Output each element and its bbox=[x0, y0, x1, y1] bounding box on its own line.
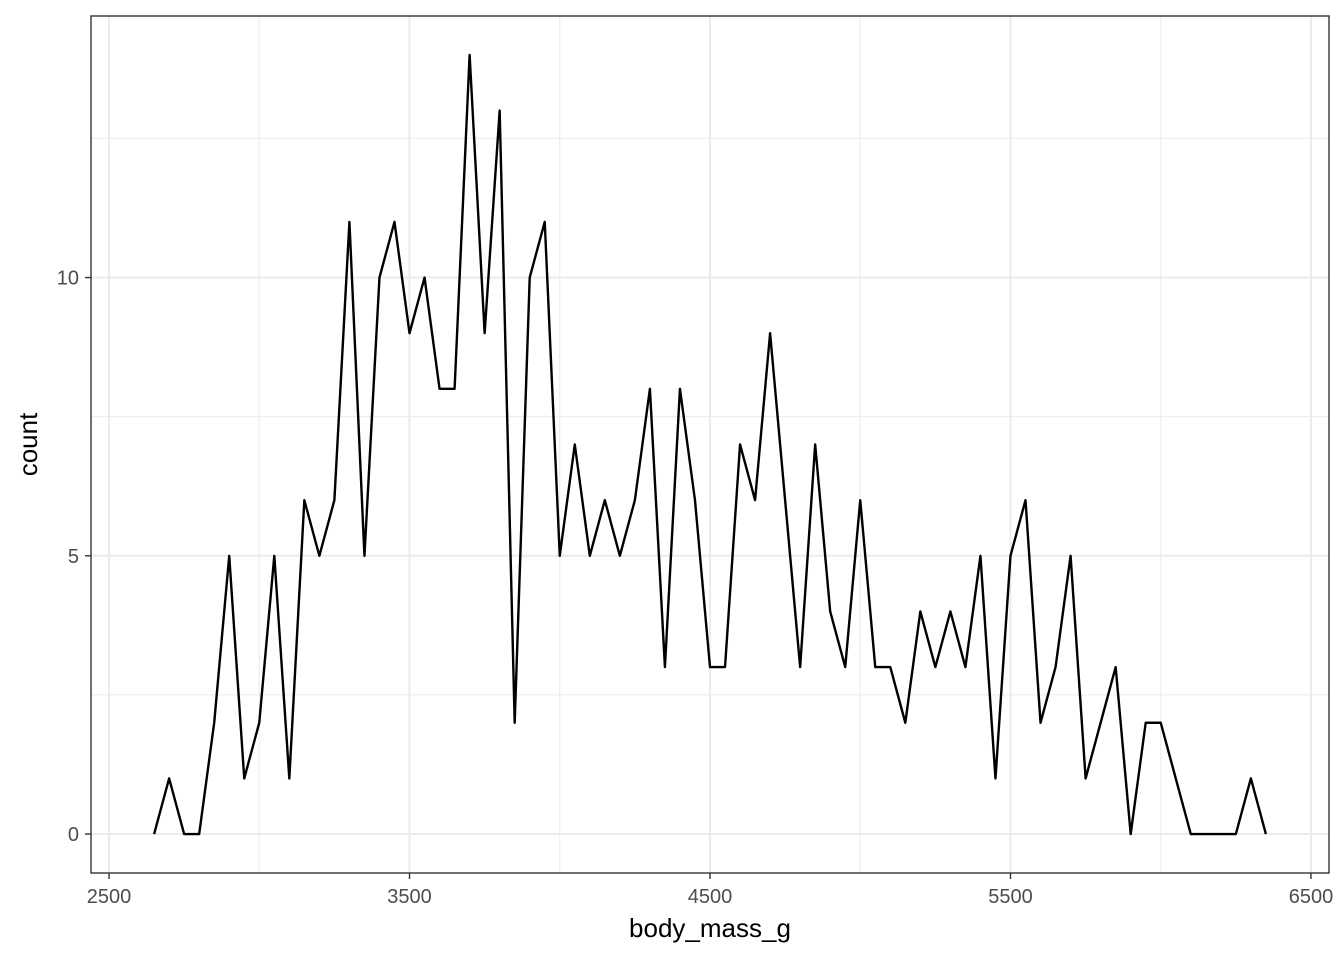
x-tick-label: 2500 bbox=[87, 886, 132, 908]
x-tick-label: 5500 bbox=[988, 886, 1033, 908]
x-tick-label: 6500 bbox=[1289, 886, 1334, 908]
x-tick-label: 4500 bbox=[688, 886, 733, 908]
y-tick-label: 5 bbox=[68, 546, 79, 568]
series-line bbox=[152, 53, 1268, 836]
y-tick-label: 10 bbox=[57, 268, 79, 290]
x-axis: 2500 3500 4500 5500 6500 bbox=[87, 873, 1333, 908]
x-axis-title: body_mass_g bbox=[629, 913, 791, 943]
y-axis-title: count bbox=[13, 412, 43, 476]
major-gridlines bbox=[91, 16, 1329, 873]
x-tick-label: 3500 bbox=[387, 886, 432, 908]
y-axis: 0 5 10 bbox=[57, 268, 91, 846]
y-tick-label: 0 bbox=[68, 824, 79, 846]
